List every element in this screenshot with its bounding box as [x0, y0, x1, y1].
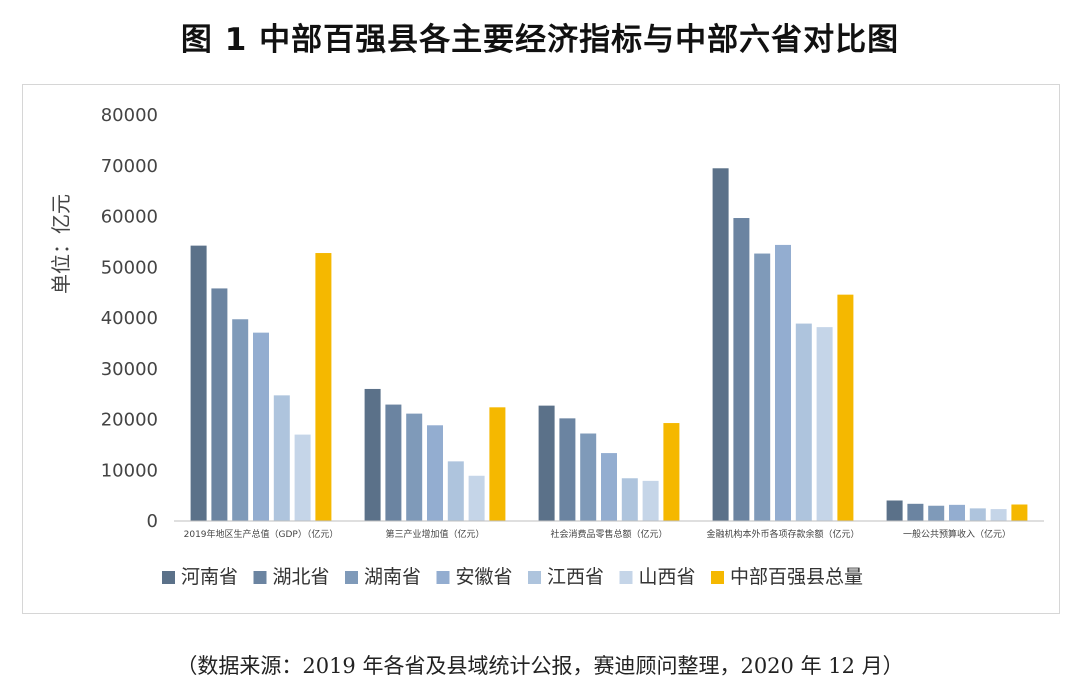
bar [364, 388, 381, 521]
bars [190, 168, 1028, 522]
legend-label: 中部百强县总量 [730, 566, 863, 588]
bar [837, 294, 854, 521]
legend-swatch [253, 571, 267, 584]
bar-chart: 单位：亿元 0 10000 20000 30000 40000 50000 60000 700… [49, 105, 1044, 588]
bar [190, 245, 207, 522]
y-tick-label: 80000 [101, 105, 158, 126]
bar [712, 168, 729, 521]
bar [427, 425, 443, 521]
bar [468, 475, 485, 521]
legend-swatch [162, 571, 175, 584]
bar [663, 423, 680, 521]
bar [886, 500, 903, 521]
bar [559, 418, 576, 521]
y-tick-label: 10000 [101, 460, 158, 481]
legend: 河南省 湖北省 湖南省 安徽省 江西省 山西省 中部百强县总量 [162, 566, 863, 588]
legend-swatch [528, 571, 541, 584]
y-tick-label: 0 [147, 511, 158, 532]
bar [733, 218, 750, 521]
bar [253, 332, 269, 521]
bar [928, 505, 945, 521]
x-ticks: 2019年地区生产总值（GDP）（亿元） 第三产业增加值（亿元） 社会消费品零售总额… [184, 528, 1011, 540]
bar [447, 461, 464, 521]
legend-label: 湖北省 [273, 566, 330, 588]
bar [385, 404, 402, 521]
bar [1011, 504, 1028, 521]
bar [406, 413, 423, 521]
legend-label: 山西省 [639, 566, 696, 588]
bar [211, 288, 228, 521]
bar [273, 395, 290, 521]
bar [775, 244, 791, 522]
bar [294, 434, 311, 521]
bar [315, 253, 332, 522]
legend-swatch [345, 571, 358, 584]
bar [538, 405, 555, 521]
bar [816, 327, 833, 521]
legend-swatch [711, 571, 724, 584]
bar [795, 323, 812, 521]
bar [642, 480, 659, 521]
legend-swatch [436, 571, 450, 584]
bar [621, 478, 638, 521]
bar [949, 504, 965, 521]
bar [232, 319, 249, 521]
legend-swatch [619, 571, 633, 584]
x-tick-label: 一般公共预算收入（亿元） [903, 528, 1011, 540]
y-tick-label: 20000 [101, 410, 158, 431]
y-ticks: 0 10000 20000 30000 40000 50000 60000 70000 8000… [101, 105, 158, 532]
bar [990, 509, 1007, 521]
x-tick-label: 社会消费品零售总额（亿元） [550, 528, 667, 540]
x-tick-label: 第三产业增加值（亿元） [385, 528, 484, 540]
legend-label: 湖南省 [364, 566, 421, 588]
legend-label: 江西省 [547, 566, 604, 588]
source-note: （数据来源：2019 年各省及县域统计公报，赛迪顾问整理，2020 年 12 月… [176, 654, 904, 678]
chart-title: 图 1 中部百强县各主要经济指标与中部六省对比图 [180, 22, 900, 58]
bar [969, 508, 986, 521]
legend-label: 河南省 [181, 566, 238, 588]
x-tick-label: 2019年地区生产总值（GDP）（亿元） [184, 528, 339, 540]
bar [601, 453, 617, 521]
y-tick-label: 50000 [101, 257, 158, 278]
legend-label: 安徽省 [456, 566, 513, 588]
y-tick-label: 60000 [101, 207, 158, 228]
x-tick-label: 金融机构本外币各项存款余额（亿元） [706, 528, 859, 540]
bar [489, 407, 506, 521]
y-axis-label: 单位：亿元 [49, 194, 73, 294]
bar [580, 433, 597, 521]
bar [907, 503, 924, 521]
bar [754, 253, 771, 522]
y-tick-label: 40000 [101, 308, 158, 329]
y-tick-label: 70000 [101, 156, 158, 177]
y-tick-label: 30000 [101, 359, 158, 380]
